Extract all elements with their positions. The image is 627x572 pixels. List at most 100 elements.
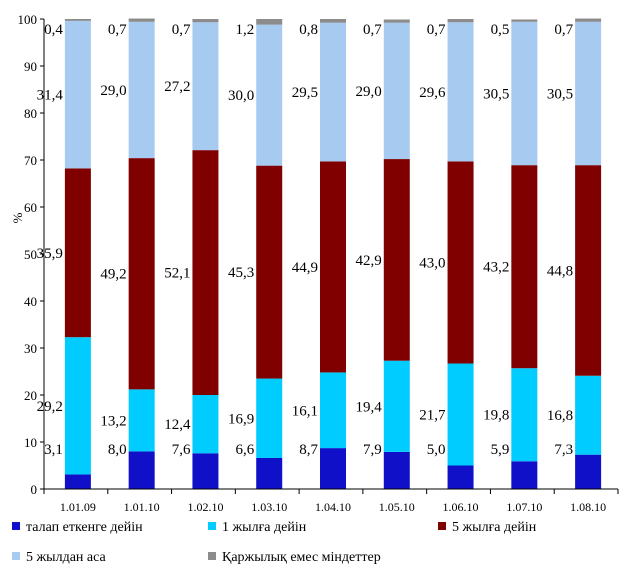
bar-segment (383, 22, 410, 160)
y-tick-label: 10 (24, 435, 37, 450)
data-label: 29,5 (292, 85, 318, 101)
data-label: 5,9 (491, 442, 510, 458)
y-tick-label: 70 (24, 153, 37, 168)
x-tick-label: 1.02.10 (187, 500, 223, 514)
legend-item: 5 жылға дейін (438, 520, 537, 535)
data-label: 16,8 (547, 408, 573, 424)
legend-swatch (438, 522, 446, 530)
data-label: 29,0 (356, 84, 382, 100)
x-tick-label: 1.07.10 (506, 500, 542, 514)
bar-segment (575, 165, 602, 376)
y-tick-label: 80 (24, 106, 37, 121)
bar-segment (320, 22, 346, 162)
data-label: 30,5 (483, 86, 509, 102)
y-tick-label: 0 (31, 482, 38, 497)
data-label: 30,0 (228, 88, 254, 104)
plot-area: 0 10 20 30 40 50 60 70 80 90 100 1.01.09 1.01.10 1.02… (18, 12, 619, 514)
bar-segment (383, 19, 410, 23)
y-tick-label: 40 (24, 294, 37, 309)
data-label: 0,7 (427, 22, 446, 38)
data-label: 52,1 (164, 266, 190, 282)
bar-segment (128, 158, 155, 390)
bar-segment (447, 22, 474, 162)
data-label: 7,3 (554, 442, 573, 458)
bar-stack-1.05.10 (383, 19, 410, 489)
legend-label: талап еткенге дейін (26, 520, 143, 535)
bar-segment (511, 21, 538, 166)
bar-segment (256, 24, 283, 166)
bar-segment (320, 372, 346, 449)
bar-segment (256, 19, 283, 25)
data-label: 0,8 (299, 22, 318, 38)
data-label: 27,2 (164, 79, 190, 95)
legend-item: 1 жылға дейін (208, 520, 307, 535)
bar-stack-1.02.10 (192, 19, 219, 489)
x-tick-label: 1.08.10 (570, 500, 606, 514)
data-label: 8,7 (299, 442, 318, 458)
data-label: 0,5 (491, 22, 510, 38)
data-label: 44,9 (292, 260, 318, 276)
bar-segment (256, 378, 283, 458)
bar-segment (64, 19, 91, 21)
bar-segment (511, 165, 538, 369)
bar-segment (64, 474, 91, 489)
data-label: 35,9 (37, 246, 63, 262)
data-label: 29,0 (100, 83, 126, 99)
bar-segment (192, 19, 219, 23)
y-tick-label: 60 (24, 200, 37, 215)
data-label: 30,5 (547, 86, 573, 102)
data-label: 12,4 (164, 417, 191, 433)
data-label: 0,7 (172, 22, 191, 38)
data-label: 45,3 (228, 265, 254, 281)
y-tick-label: 100 (18, 12, 38, 27)
y-tick-label: 30 (24, 341, 37, 356)
bar-segment (447, 465, 474, 489)
data-label: 42,9 (356, 253, 382, 269)
legend-label: Қаржылық емес міндеттер (222, 550, 381, 565)
bar-stack-1.04.10 (320, 19, 346, 489)
y-tick-label: 50 (24, 247, 37, 262)
y-tick-label: 20 (24, 388, 37, 403)
bar-stack-1.03.10 (256, 19, 283, 489)
x-tick-label: 1.01.10 (124, 500, 160, 514)
data-label: 29,2 (37, 399, 63, 415)
bar-segment (256, 165, 283, 379)
legend-item: Қаржылық емес міндеттер (208, 550, 381, 565)
bar-segment (64, 168, 91, 338)
data-label: 31,4 (37, 88, 64, 104)
data-label: 21,7 (419, 408, 446, 424)
bar-segment (192, 395, 219, 454)
legend-label: 5 жылға дейін (452, 520, 537, 535)
bar-stack-1.08.10 (575, 18, 602, 489)
bar-segment (256, 457, 283, 489)
bar-segment (128, 389, 155, 452)
x-tick-label: 1.04.10 (315, 500, 351, 514)
y-axis-title: % (10, 212, 25, 223)
y-tick-label: 90 (24, 59, 37, 74)
bar-segment (64, 20, 91, 169)
bar-segment (192, 150, 219, 395)
legend-item: 5 жылдан аса (12, 550, 106, 565)
legend: талап еткенге дейін 1 жылға дейін 5 жылға … (12, 520, 537, 565)
data-label: 8,0 (108, 442, 127, 458)
bar-stack-1.01.09 (64, 19, 91, 489)
bar-segment (192, 453, 219, 489)
data-label: 6,6 (235, 442, 254, 458)
bar-segment (511, 368, 538, 462)
bar-segment (575, 18, 602, 22)
bar-segment (383, 451, 410, 489)
bar-segment (447, 161, 474, 364)
x-tick-label: 1.01.09 (60, 500, 96, 514)
data-label: 19,8 (483, 408, 509, 424)
x-tick-label: 1.06.10 (443, 500, 479, 514)
data-label: 43,2 (483, 260, 509, 276)
x-tick-label: 1.05.10 (379, 500, 415, 514)
data-label: 0,7 (363, 22, 382, 38)
data-label: 44,8 (547, 263, 573, 279)
bar-segment (575, 454, 602, 489)
bar-segment (383, 159, 410, 361)
bar-segment (128, 21, 155, 159)
data-label: 0,7 (554, 22, 573, 38)
bar-segment (575, 21, 602, 166)
bar-segment (128, 18, 155, 22)
